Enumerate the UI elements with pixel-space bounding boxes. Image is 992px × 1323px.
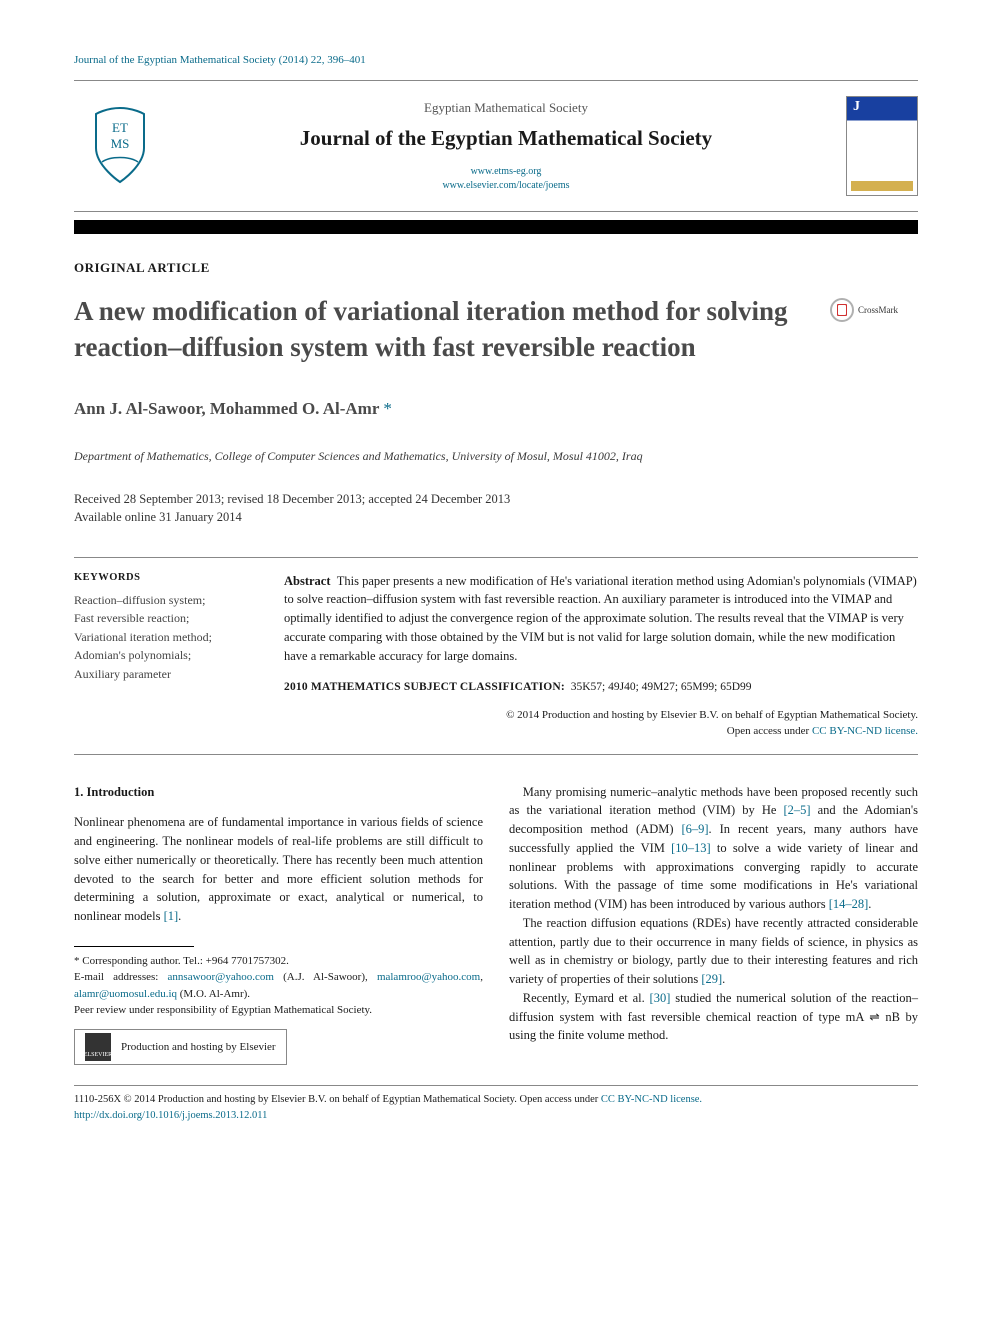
affiliation: Department of Mathematics, College of Co…: [74, 449, 918, 464]
journal-name: Journal of the Egyptian Mathematical Soc…: [176, 126, 836, 151]
keyword: Fast reversible reaction;: [74, 611, 189, 625]
article-type: ORIGINAL ARTICLE: [74, 260, 918, 276]
msc-codes: 35K57; 49J40; 49M27; 65M99; 65D99: [571, 681, 752, 693]
abstract-label: Abstract: [284, 574, 331, 588]
citation[interactable]: [30]: [650, 991, 671, 1005]
email-link[interactable]: annsawoor@yahoo.com: [168, 971, 274, 983]
citation[interactable]: [2–5]: [783, 803, 810, 817]
email-addresses: E-mail addresses: annsawoor@yahoo.com (A…: [74, 969, 483, 1002]
paragraph: Recently, Eymard et al. [30] studied the…: [509, 989, 918, 1045]
shield-icon: ET MS: [88, 106, 152, 186]
svg-text:MS: MS: [111, 136, 130, 151]
section-heading: 1. Introduction: [74, 783, 483, 802]
copyright-line-1: © 2014 Production and hosting by Elsevie…: [506, 709, 918, 721]
license-link[interactable]: CC BY-NC-ND license.: [601, 1094, 702, 1105]
journal-link-1[interactable]: www.etms-eg.org: [471, 166, 542, 177]
abstract-text: This paper presents a new modification o…: [284, 574, 917, 663]
keyword: Adomian's polynomials;: [74, 648, 191, 662]
journal-masthead: ET MS Egyptian Mathematical Society Jour…: [74, 80, 918, 212]
authors: Ann J. Al-Sawoor, Mohammed O. Al-Amr *: [74, 399, 918, 419]
received-revised-accepted: Received 28 September 2013; revised 18 D…: [74, 490, 918, 508]
column-right: Many promising numeric–analytic methods …: [509, 783, 918, 1065]
crossmark-label: CrossMark: [858, 305, 898, 315]
keywords-heading: KEYWORDS: [74, 572, 262, 583]
divider: [74, 754, 918, 755]
keyword: Auxiliary parameter: [74, 667, 171, 681]
citation[interactable]: [6–9]: [681, 822, 708, 836]
society-name: Egyptian Mathematical Society: [176, 100, 836, 116]
msc-line: 2010 MATHEMATICS SUBJECT CLASSIFICATION:…: [284, 679, 918, 696]
article-dates: Received 28 September 2013; revised 18 D…: [74, 490, 918, 526]
journal-link-2[interactable]: www.elsevier.com/locate/joems: [442, 180, 569, 191]
abstract: Abstract This paper presents a new modif…: [284, 572, 918, 666]
column-left: 1. Introduction Nonlinear phenomena are …: [74, 783, 483, 1065]
svg-text:ET: ET: [112, 120, 128, 135]
journal-cover-thumb: [846, 96, 918, 196]
available-online: Available online 31 January 2014: [74, 508, 918, 526]
author-names: Ann J. Al-Sawoor, Mohammed O. Al-Amr: [74, 399, 379, 418]
citation[interactable]: [14–28]: [829, 897, 869, 911]
copyright: © 2014 Production and hosting by Elsevie…: [284, 707, 918, 740]
black-divider-bar: [74, 220, 918, 234]
crossmark-badge[interactable]: CrossMark: [830, 298, 918, 322]
footnote-separator: [74, 946, 194, 947]
society-logo: ET MS: [74, 91, 166, 201]
copyright-open: Open access under: [727, 725, 812, 737]
paragraph: The reaction diffusion equations (RDEs) …: [509, 914, 918, 989]
corresponding-author-note: * Corresponding author. Tel.: +964 77017…: [74, 953, 483, 970]
elsevier-logo: ELSEVIER: [85, 1033, 111, 1061]
peer-review-note: Peer review under responsibility of Egyp…: [74, 1002, 483, 1019]
email-link[interactable]: malamroo@yahoo.com: [377, 971, 480, 983]
doi-link[interactable]: http://dx.doi.org/10.1016/j.joems.2013.1…: [74, 1110, 267, 1121]
issn-copyright: 1110-256X © 2014 Production and hosting …: [74, 1094, 520, 1105]
article-title: A new modification of variational iterat…: [74, 294, 830, 365]
footer-rule: [74, 1085, 918, 1086]
footnotes: * Corresponding author. Tel.: +964 77017…: [74, 953, 483, 1065]
page-footer: 1110-256X © 2014 Production and hosting …: [74, 1092, 918, 1124]
crossmark-icon: [830, 298, 854, 322]
paragraph: Many promising numeric–analytic methods …: [509, 783, 918, 914]
hosting-box: ELSEVIER Production and hosting by Elsev…: [74, 1029, 287, 1065]
hosting-text: Production and hosting by Elsevier: [121, 1039, 276, 1056]
paragraph: Nonlinear phenomena are of fundamental i…: [74, 813, 483, 926]
license-link[interactable]: CC BY-NC-ND license.: [812, 725, 918, 737]
divider: [74, 557, 918, 558]
corresponding-marker: *: [383, 399, 392, 418]
keyword: Reaction–diffusion system;: [74, 593, 205, 607]
citation[interactable]: [29]: [701, 972, 722, 986]
keyword: Variational iteration method;: [74, 630, 212, 644]
citation[interactable]: [10–13]: [671, 841, 711, 855]
body-columns: 1. Introduction Nonlinear phenomena are …: [74, 783, 918, 1065]
msc-label: 2010 MATHEMATICS SUBJECT CLASSIFICATION:: [284, 681, 565, 693]
running-head: Journal of the Egyptian Mathematical Soc…: [74, 54, 918, 66]
email-link[interactable]: alamr@uomosul.edu.iq: [74, 988, 177, 1000]
citation[interactable]: [1]: [164, 909, 179, 923]
keywords-list: Reaction–diffusion system; Fast reversib…: [74, 591, 262, 684]
